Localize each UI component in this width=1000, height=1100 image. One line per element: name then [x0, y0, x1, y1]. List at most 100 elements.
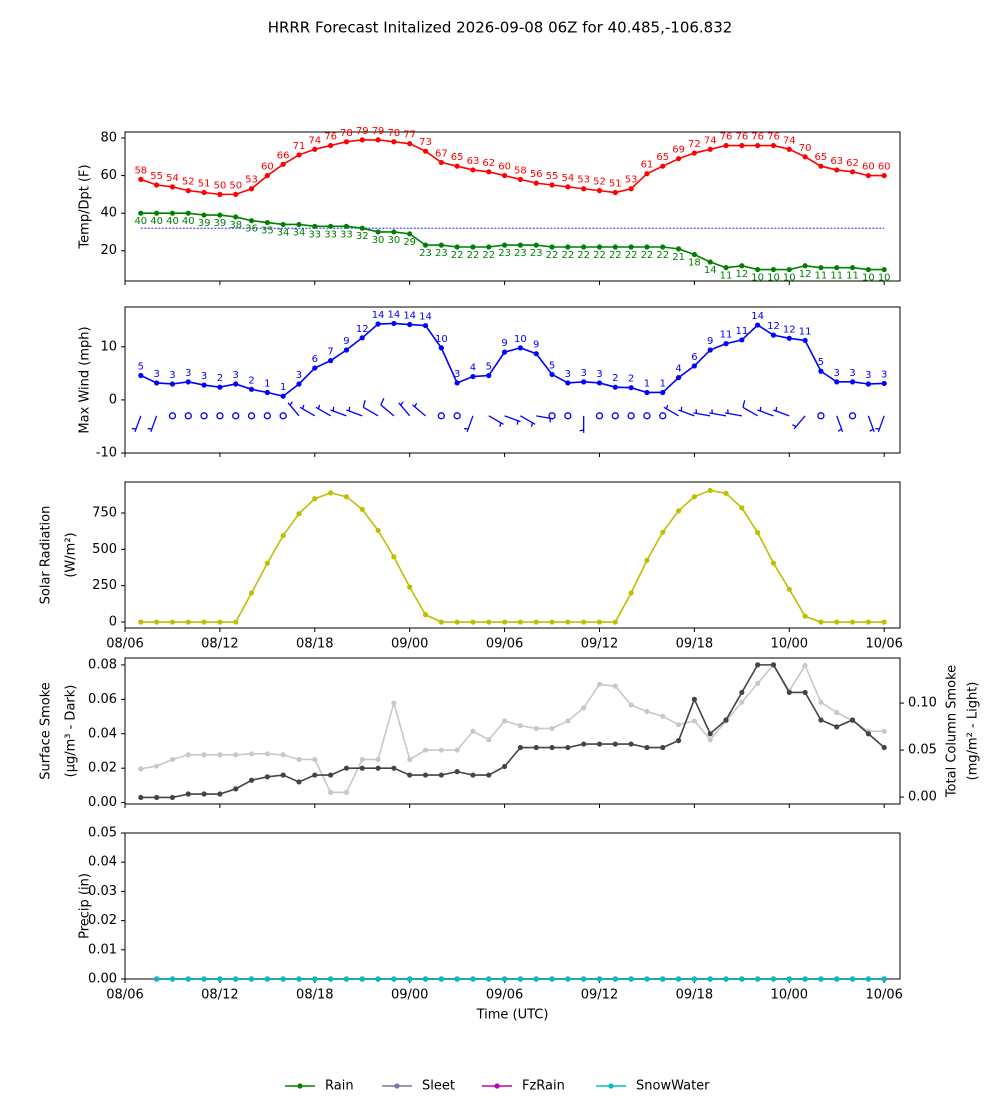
data-point: [248, 777, 255, 783]
data-label: 3: [201, 371, 207, 382]
y-tick-label: 0.01: [88, 942, 117, 957]
data-point: [660, 163, 666, 169]
data-label: 56: [530, 169, 543, 180]
data-label: 10: [751, 273, 764, 284]
data-point: [834, 167, 840, 173]
x-tick-label: 08/06: [106, 637, 143, 652]
y-tick-label: 10: [100, 339, 117, 354]
y-tick-label: -10: [96, 446, 117, 461]
data-point: [707, 347, 713, 353]
data-point: [138, 766, 144, 772]
data-label: 10: [435, 334, 448, 345]
wind-barb: [520, 415, 536, 427]
data-point: [343, 223, 350, 229]
y-axis-label: Max Wind (mph): [78, 326, 93, 433]
data-label: 12: [783, 324, 796, 335]
data-point: [280, 976, 286, 982]
data-label: 78: [388, 128, 401, 139]
data-label: 60: [878, 162, 891, 173]
data-point: [185, 619, 191, 625]
data-point: [438, 159, 444, 166]
data-label: 4: [675, 364, 681, 375]
data-point: [739, 263, 745, 269]
data-point: [549, 725, 555, 732]
data-label: 36: [245, 224, 258, 235]
data-label: 54: [166, 173, 179, 184]
data-point: [312, 146, 318, 152]
data-point: [375, 976, 381, 982]
data-point: [533, 744, 539, 751]
data-point: [154, 182, 160, 188]
data-point: [865, 172, 871, 179]
data-point: [660, 976, 666, 982]
data-point: [881, 619, 887, 625]
data-point: [628, 186, 634, 192]
data-point: [470, 244, 476, 250]
data-point: [770, 332, 777, 338]
data-point: [675, 976, 682, 982]
data-point: [723, 976, 729, 982]
data-point: [644, 976, 650, 982]
wind-barb: [724, 409, 742, 417]
data-label: 5: [486, 361, 492, 372]
data-point: [407, 584, 413, 590]
data-label: 40: [182, 216, 195, 227]
data-label: 3: [881, 369, 887, 380]
data-point: [834, 265, 840, 271]
plot-area: [124, 306, 901, 454]
wind-barb: [315, 404, 331, 417]
data-point: [675, 722, 682, 728]
data-point: [660, 244, 666, 250]
wind-barb-calm: [184, 412, 192, 420]
data-point: [280, 161, 286, 167]
data-label: 73: [419, 137, 432, 148]
data-label: 53: [245, 175, 258, 186]
legend-label: SnowWater: [636, 1079, 710, 1094]
y-axis-label: (μg/m³ - Dark): [64, 685, 79, 778]
legend-marker: [394, 1083, 400, 1089]
wind-barb: [380, 397, 395, 417]
data-point: [691, 976, 697, 982]
data-point: [818, 619, 824, 625]
y2-tick-label: 0.10: [908, 696, 937, 711]
data-label: 10: [878, 273, 891, 284]
data-point: [596, 244, 603, 250]
data-point: [596, 380, 603, 386]
data-point: [802, 337, 808, 344]
data-point: [628, 244, 634, 250]
data-point: [755, 322, 761, 328]
data-label: 65: [656, 152, 669, 163]
data-label: 51: [609, 179, 622, 190]
data-point: [802, 689, 808, 696]
data-point: [565, 718, 571, 724]
data-point: [154, 619, 160, 625]
data-point: [185, 188, 191, 194]
data-point: [739, 699, 745, 705]
x-tick-label: 10/06: [865, 988, 902, 1003]
data-point: [407, 141, 413, 147]
data-point: [185, 210, 191, 216]
data-point: [343, 976, 350, 982]
data-label: 53: [577, 175, 590, 186]
x-axis-label: Time (UTC): [476, 1008, 549, 1023]
data-label: 22: [656, 250, 669, 261]
wind-barb-calm: [564, 412, 572, 420]
data-point: [154, 763, 160, 769]
data-point: [707, 146, 713, 152]
data-point: [675, 246, 682, 252]
data-point: [438, 772, 444, 778]
data-label: 7: [327, 347, 333, 358]
data-label: 11: [799, 326, 812, 337]
wind-barb-calm: [437, 412, 445, 420]
data-point: [201, 212, 207, 218]
data-label: 33: [308, 229, 321, 240]
data-point: [644, 744, 650, 751]
data-label: 70: [799, 143, 812, 154]
x-tick-label: 10/06: [865, 637, 902, 652]
data-point: [818, 265, 824, 271]
data-point: [185, 791, 191, 797]
data-point: [201, 619, 207, 625]
data-point: [233, 619, 239, 625]
legend-label: Rain: [325, 1079, 354, 1094]
